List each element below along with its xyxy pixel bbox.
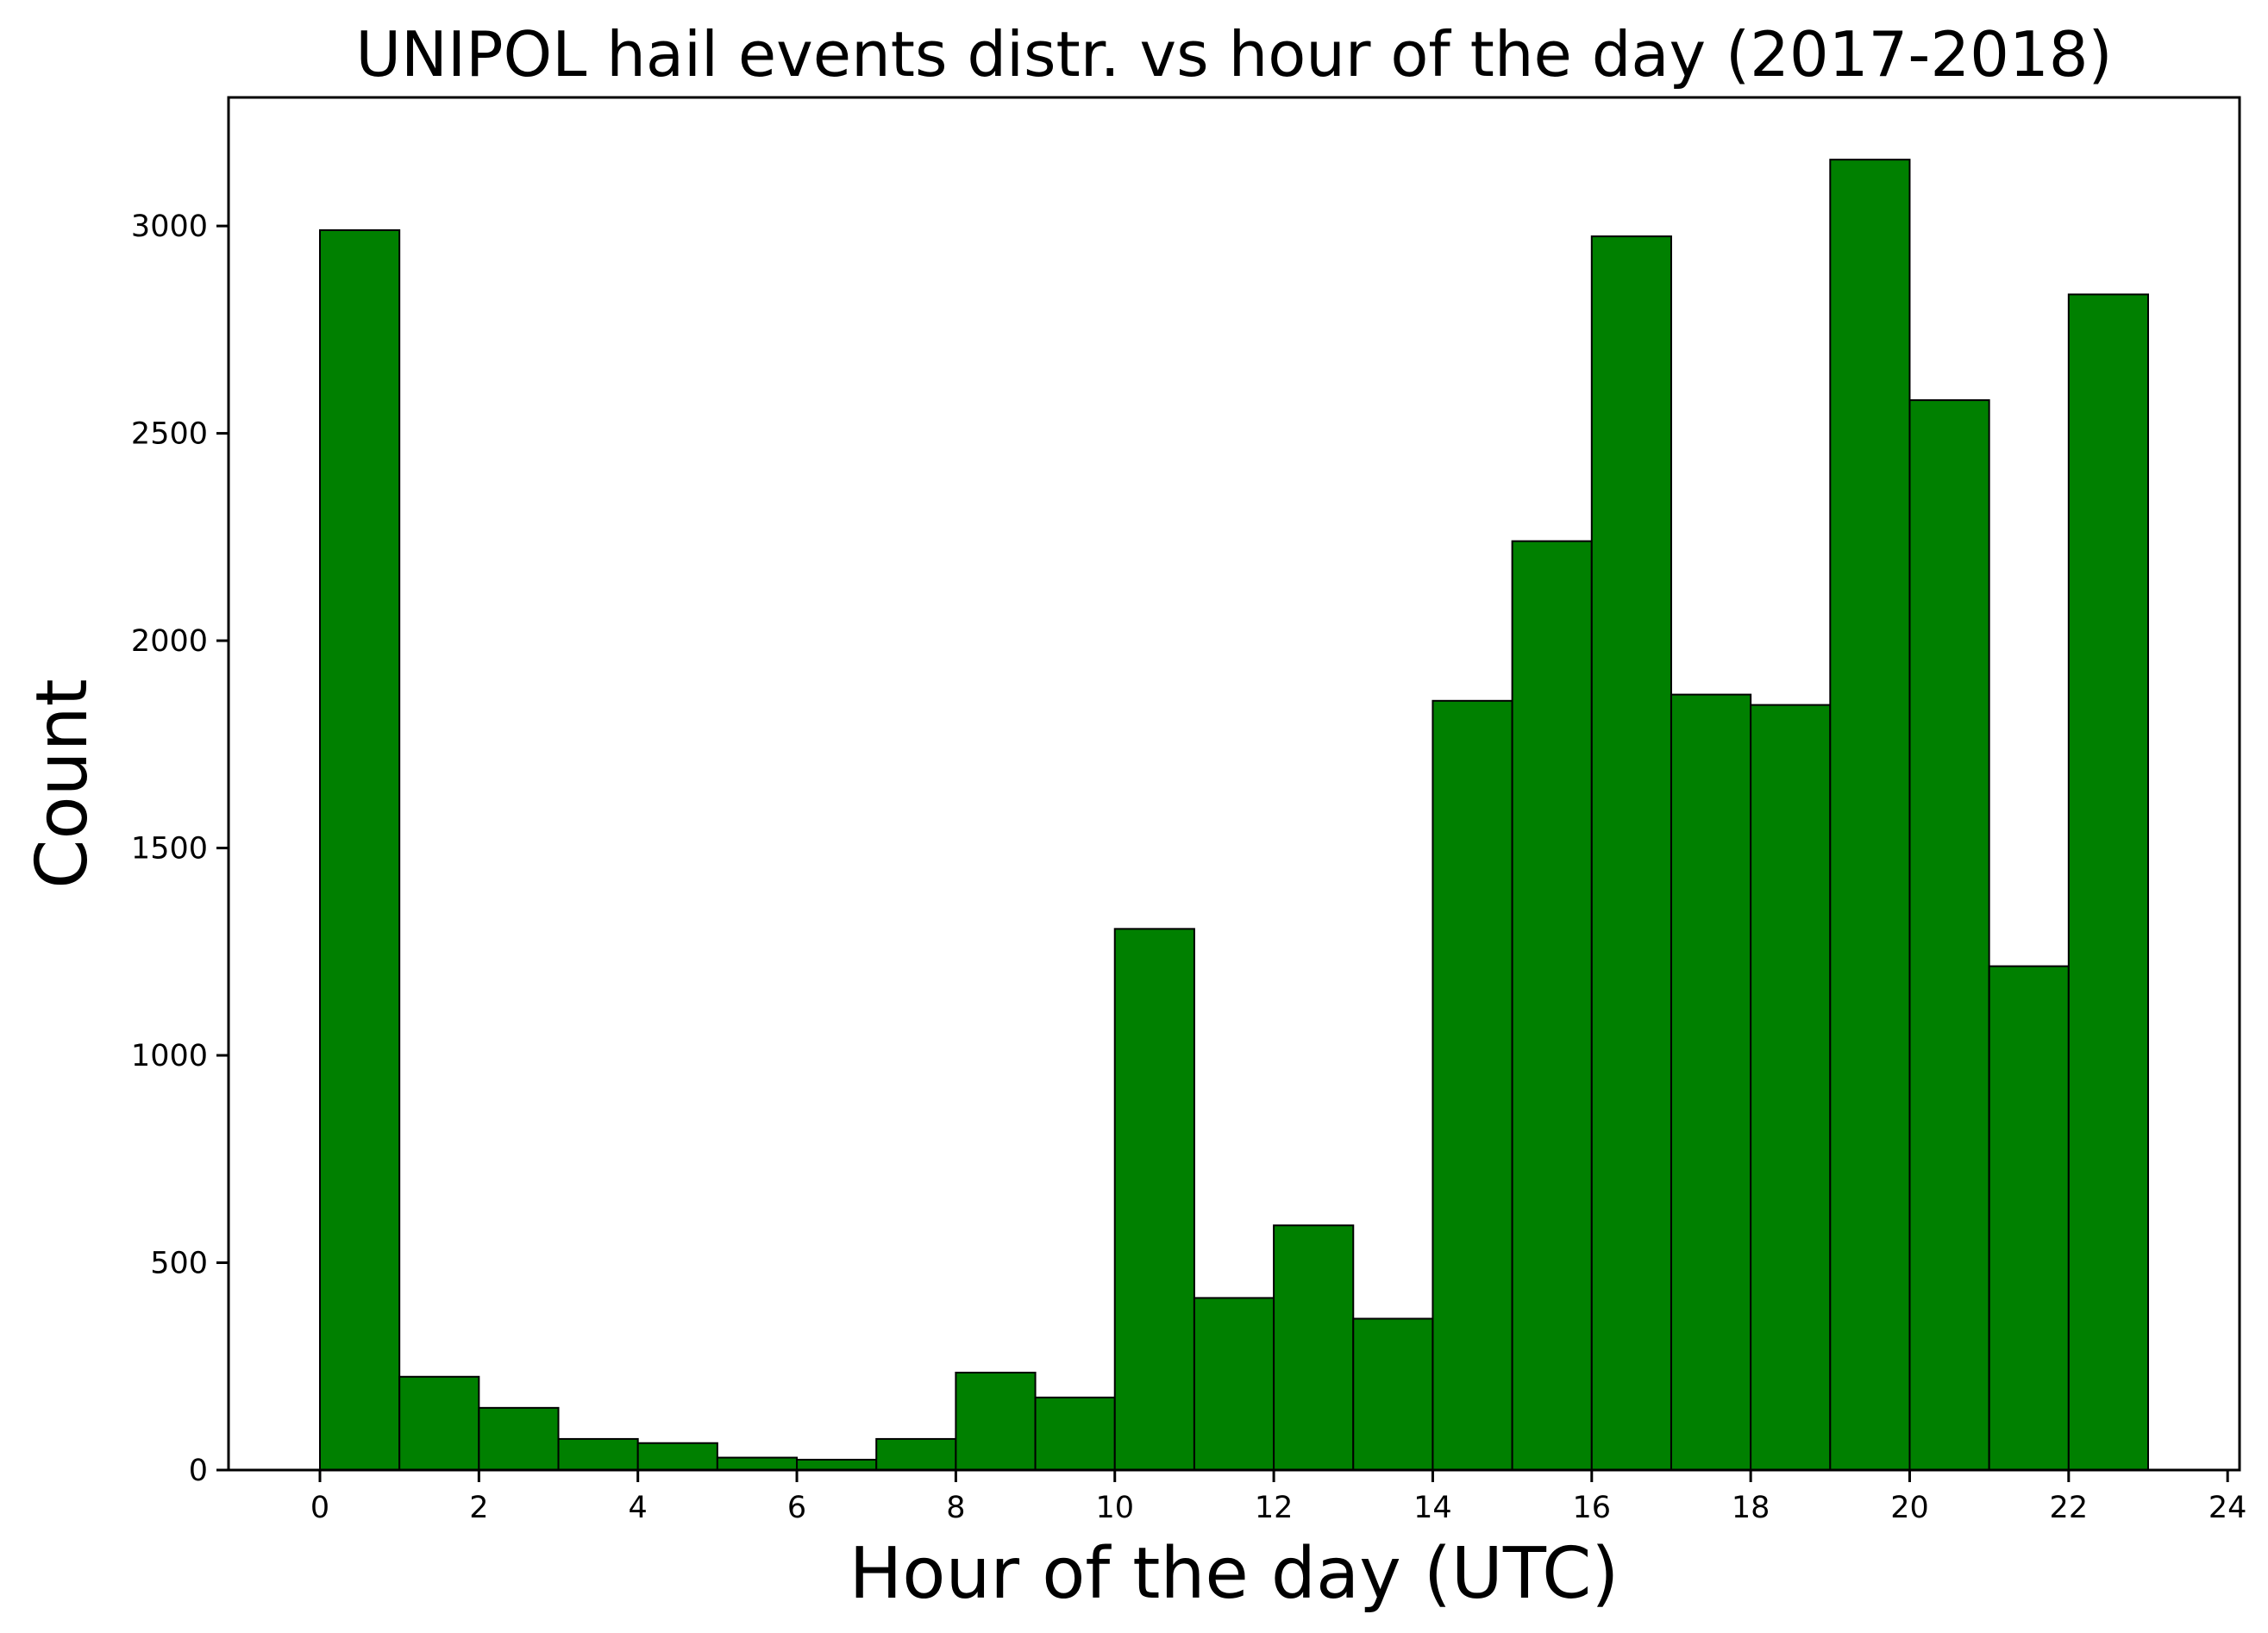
- y-tick-label: 500: [150, 1247, 208, 1281]
- histogram-bar-hour-5: [716, 1456, 799, 1472]
- histogram-bar-hour-16: [1590, 235, 1672, 1471]
- x-tick-label: 4: [629, 1491, 648, 1525]
- y-tick-label: 2000: [131, 624, 208, 659]
- bars-group: [319, 159, 2150, 1472]
- plot-frame: [227, 96, 2241, 1472]
- histogram-bar-hour-7: [875, 1437, 957, 1471]
- x-axis-label: Hour of the day (UTC): [849, 1533, 1620, 1615]
- x-tick-label: 18: [1732, 1491, 1770, 1525]
- x-axis-ticks: 0 2 4 6 8 10 12 14 16 18 20 22 24: [310, 1470, 2247, 1525]
- x-tick-label: 8: [946, 1491, 965, 1525]
- histogram-bar-hour-17: [1670, 693, 1752, 1471]
- histogram-bar-hour-6: [796, 1458, 878, 1471]
- y-tick-label: 1500: [131, 832, 208, 867]
- histogram-bar-hour-14: [1432, 699, 1513, 1471]
- histogram-bar-hour-18: [1750, 704, 1832, 1471]
- histogram-bar-hour-4: [636, 1442, 718, 1472]
- histogram-bar-hour-19: [1829, 159, 1911, 1471]
- y-tick-label: 0: [189, 1454, 208, 1488]
- histogram-bar-hour-13: [1352, 1317, 1434, 1472]
- histogram-bar-hour-0: [319, 228, 401, 1471]
- x-tick-label: 24: [2208, 1491, 2247, 1525]
- x-tick-label: 16: [1573, 1491, 1612, 1525]
- histogram-bar-hour-20: [1908, 399, 1990, 1472]
- y-tick-label: 3000: [131, 210, 208, 244]
- histogram-bar-hour-12: [1273, 1224, 1355, 1471]
- chart-title: UNIPOL hail events distr. vs hour of the…: [355, 18, 2112, 91]
- histogram-bar-hour-1: [398, 1375, 480, 1471]
- histogram-bar-hour-8: [955, 1371, 1037, 1471]
- histogram-bar-hour-9: [1034, 1396, 1116, 1471]
- y-tick-label: 2500: [131, 417, 208, 452]
- histogram-bar-hour-21: [1988, 965, 2070, 1471]
- x-tick-label: 2: [469, 1491, 488, 1525]
- y-tick-label: 1000: [131, 1039, 208, 1073]
- x-tick-label: 20: [1890, 1491, 1929, 1525]
- y-axis-label: Count: [22, 679, 103, 889]
- x-tick-label: 22: [2050, 1491, 2089, 1525]
- y-axis-ticks: 0 500 1000 1500 2000 2500 3000: [131, 210, 229, 1488]
- histogram-bar-hour-2: [478, 1406, 560, 1471]
- histogram-bar-hour-11: [1193, 1297, 1275, 1472]
- histogram-bar-hour-10: [1113, 928, 1195, 1471]
- x-tick-label: 0: [310, 1491, 329, 1525]
- histogram-bar-hour-3: [557, 1437, 639, 1471]
- x-tick-label: 14: [1413, 1491, 1452, 1525]
- x-tick-label: 10: [1095, 1491, 1134, 1525]
- histogram-bar-hour-15: [1511, 540, 1593, 1472]
- x-tick-label: 12: [1255, 1491, 1294, 1525]
- histogram-bar-hour-22: [2067, 293, 2150, 1471]
- x-tick-label: 6: [787, 1491, 806, 1525]
